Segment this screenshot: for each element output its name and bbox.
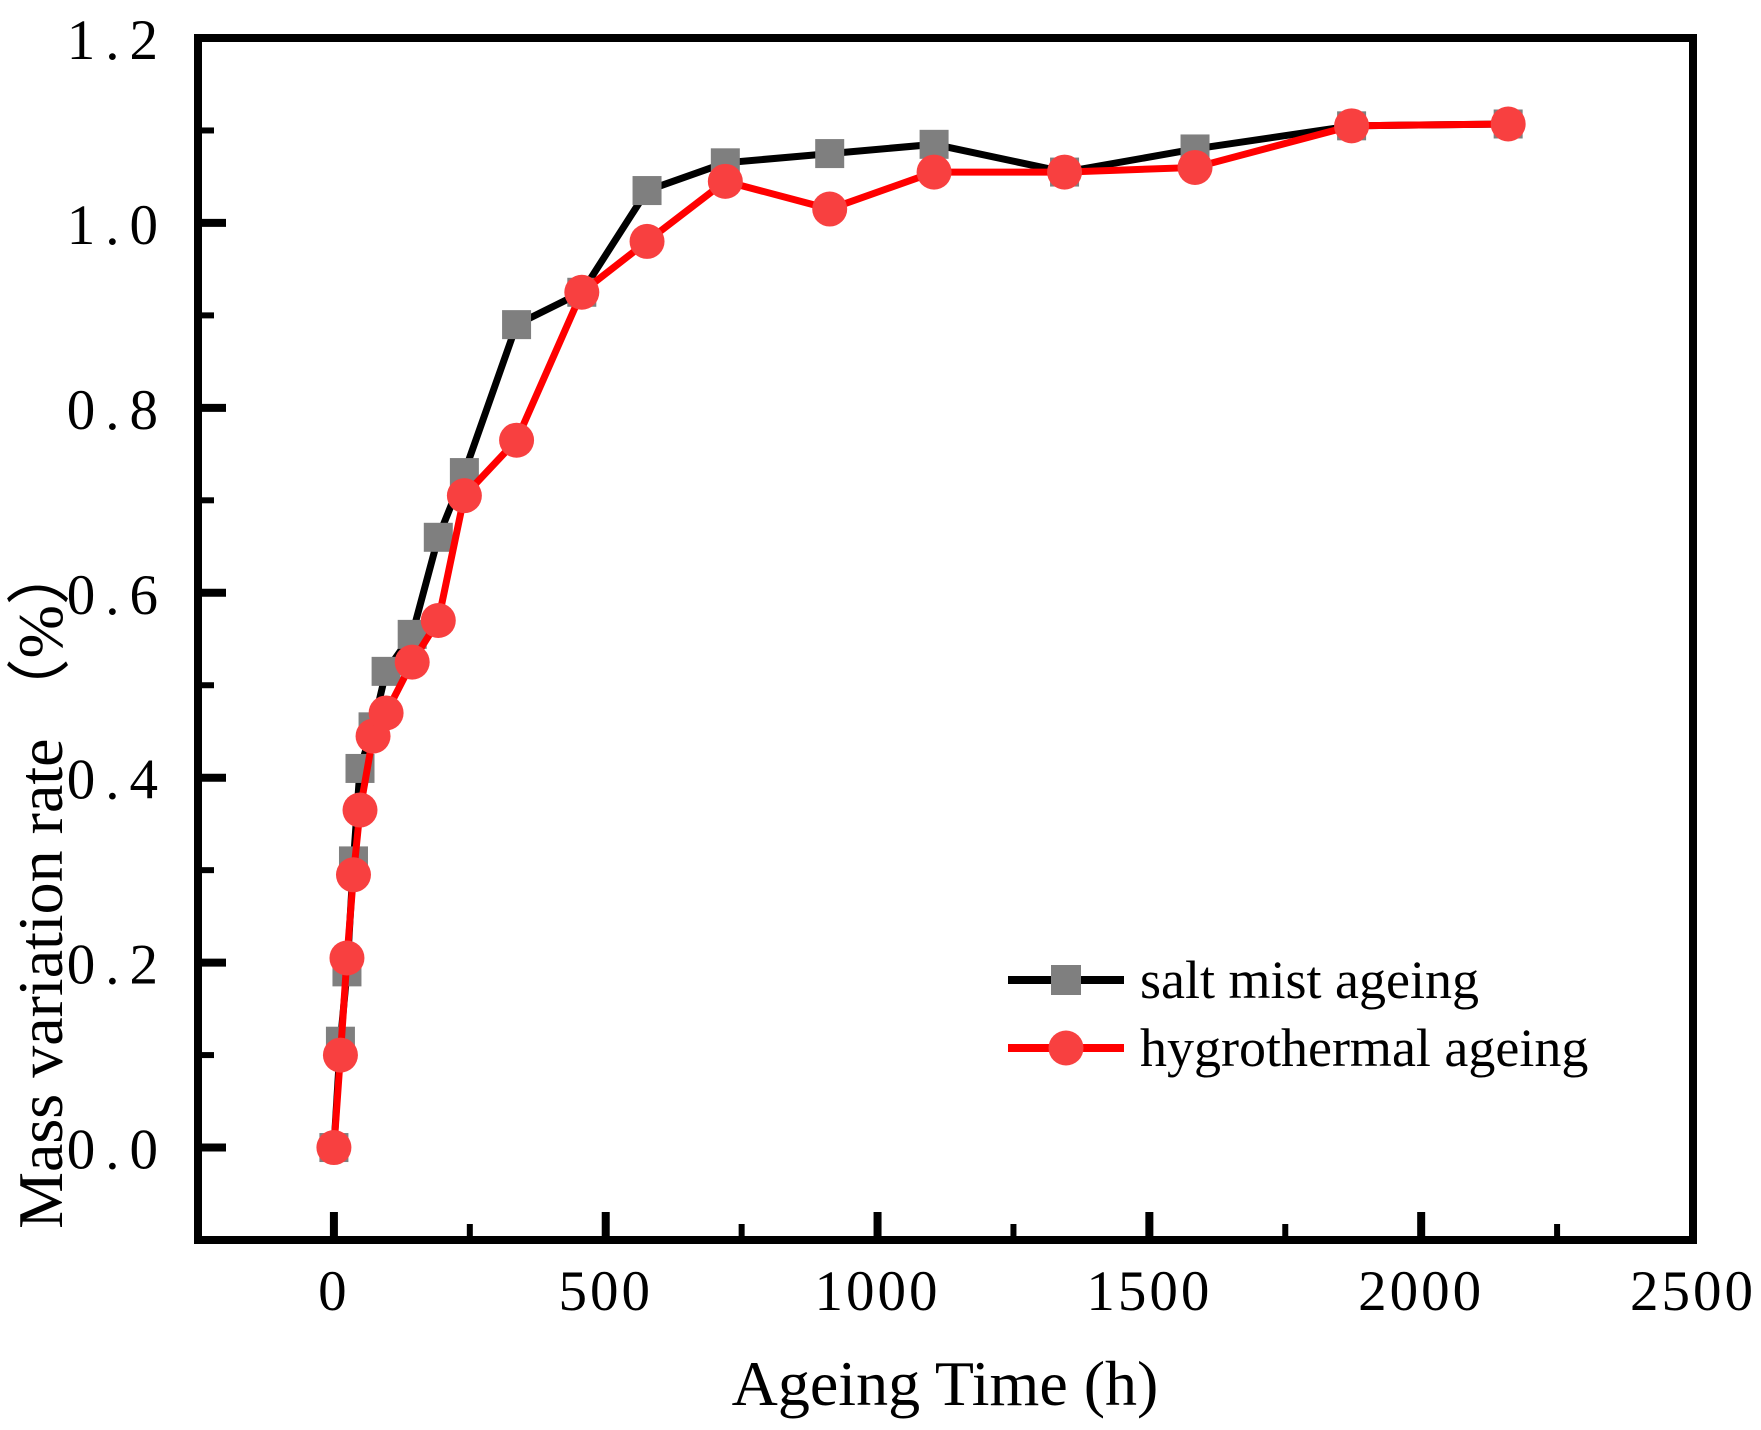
data-point-marker-hygrothermal-ageing bbox=[499, 422, 535, 458]
x-tick-label: 1500 bbox=[1086, 1260, 1212, 1323]
y-tick-label: 0.4 bbox=[67, 749, 168, 812]
x-axis-title: Ageing Time (h) bbox=[732, 1348, 1159, 1419]
x-tick-label: 2500 bbox=[1630, 1260, 1756, 1323]
y-tick-label: 0.8 bbox=[67, 379, 168, 442]
data-point-marker-hygrothermal-ageing bbox=[368, 695, 404, 731]
data-point-marker-hygrothermal-ageing bbox=[916, 154, 952, 190]
plot-area-border bbox=[194, 34, 1697, 1244]
y-tick-label: 0.6 bbox=[67, 564, 168, 627]
data-point-marker-hygrothermal-ageing bbox=[707, 163, 743, 199]
data-point-marker-salt-mist-ageing bbox=[815, 139, 845, 169]
x-tick-label: 500 bbox=[558, 1260, 653, 1323]
x-tick-label: 1000 bbox=[815, 1260, 941, 1323]
legend: salt mist ageing hygrothermal ageing bbox=[1008, 950, 1588, 1078]
data-point-marker-hygrothermal-ageing bbox=[1177, 149, 1213, 185]
data-point-marker-salt-mist-ageing bbox=[919, 129, 949, 159]
data-point-marker-hygrothermal-ageing bbox=[394, 644, 430, 680]
y-tick-label: 1.0 bbox=[67, 194, 168, 257]
legend-square-marker-icon bbox=[1051, 965, 1081, 995]
data-series bbox=[316, 106, 1526, 1166]
data-point-marker-hygrothermal-ageing bbox=[1490, 106, 1526, 142]
data-point-marker-hygrothermal-ageing bbox=[1334, 108, 1370, 144]
data-point-marker-hygrothermal-ageing bbox=[812, 191, 848, 227]
data-point-marker-hygrothermal-ageing bbox=[1047, 154, 1083, 190]
legend-item-hygrothermal-ageing: hygrothermal ageing bbox=[1008, 1018, 1588, 1078]
data-point-marker-hygrothermal-ageing bbox=[329, 940, 365, 976]
data-point-marker-hygrothermal-ageing bbox=[420, 603, 456, 639]
plot-border bbox=[194, 34, 1697, 1244]
legend-label: hygrothermal ageing bbox=[1140, 1018, 1588, 1078]
data-point-marker-salt-mist-ageing bbox=[502, 310, 532, 340]
legend-circle-marker-icon bbox=[1048, 1030, 1084, 1066]
data-point-marker-hygrothermal-ageing bbox=[335, 857, 371, 893]
data-point-marker-hygrothermal-ageing bbox=[446, 478, 482, 514]
y-tick-label: 0.0 bbox=[67, 1119, 168, 1182]
y-tick-label: 1.2 bbox=[67, 9, 168, 72]
x-tick-label: 0 bbox=[318, 1260, 350, 1323]
data-point-marker-hygrothermal-ageing bbox=[629, 223, 665, 259]
data-point-marker-salt-mist-ageing bbox=[423, 522, 453, 552]
data-point-marker-hygrothermal-ageing bbox=[322, 1037, 358, 1073]
x-tick-label: 2000 bbox=[1358, 1260, 1484, 1323]
data-point-marker-hygrothermal-ageing bbox=[316, 1130, 352, 1166]
data-point-marker-salt-mist-ageing bbox=[632, 176, 662, 206]
legend-label: salt mist ageing bbox=[1140, 950, 1479, 1010]
legend-item-salt-mist-ageing: salt mist ageing bbox=[1008, 950, 1479, 1010]
axis-tick-labels: 0 500 1000 1500 2000 2500 0.0 0.2 0.4 0.6 0.8 1.0 1.… bbox=[67, 9, 1756, 1323]
y-axis-title: Mass variation rate （%） bbox=[5, 541, 76, 1229]
data-point-marker-hygrothermal-ageing bbox=[342, 792, 378, 828]
data-point-marker-hygrothermal-ageing bbox=[564, 274, 600, 310]
y-tick-label: 0.2 bbox=[67, 934, 168, 997]
